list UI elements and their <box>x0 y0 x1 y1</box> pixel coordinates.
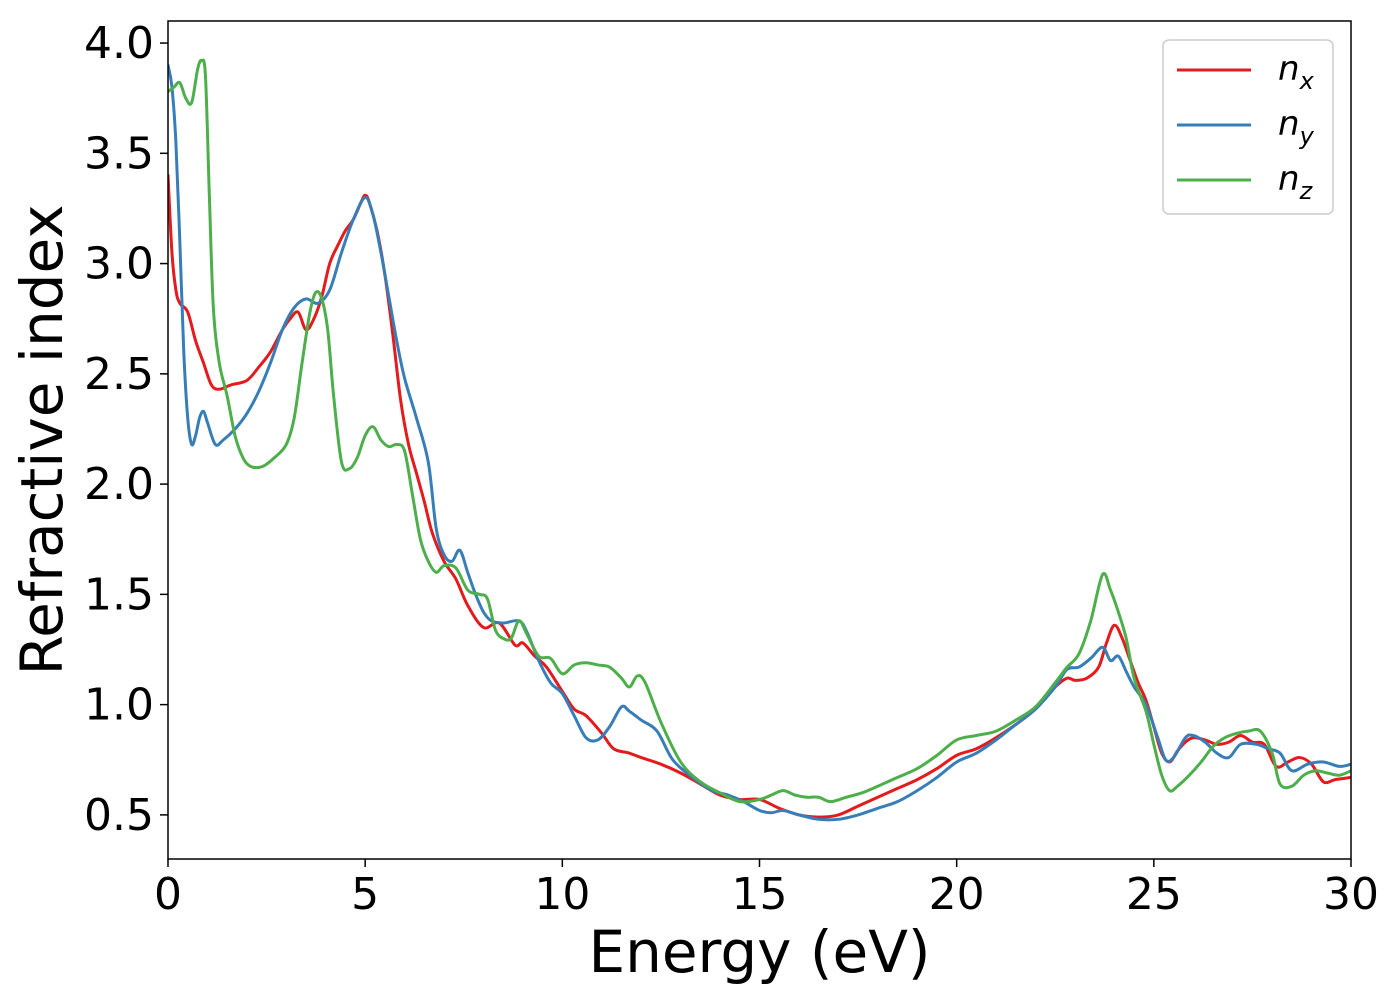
legend-label-z: nz <box>1278 159 1314 205</box>
y-axis-label: Refractive index <box>8 204 76 675</box>
legend: nx ny nz <box>1162 39 1334 215</box>
y-tick-label: 0.5 <box>84 790 154 841</box>
x-tick-label: 5 <box>351 869 379 920</box>
x-axis-ticks: 0 5 10 15 20 25 30 <box>154 859 1379 920</box>
legend-label-y: ny <box>1278 104 1315 150</box>
x-tick-label: 15 <box>732 869 788 920</box>
y-tick-label: 1.5 <box>84 569 154 620</box>
y-tick-label: 2.0 <box>84 459 154 510</box>
legend-label-x: nx <box>1278 49 1315 95</box>
x-tick-label: 20 <box>929 869 985 920</box>
legend-box <box>1162 39 1334 215</box>
x-axis-label: Energy (eV) <box>588 918 930 986</box>
x-tick-label: 0 <box>154 869 182 920</box>
series-layer <box>168 58 1351 822</box>
series-line-n-z <box>168 58 1351 804</box>
y-tick-label: 4.0 <box>84 18 154 69</box>
y-tick-label: 2.5 <box>84 349 154 400</box>
y-tick-label: 3.0 <box>84 239 154 290</box>
series-line-n-y <box>168 63 1351 822</box>
y-tick-label: 3.5 <box>84 128 154 179</box>
x-tick-label: 10 <box>534 869 590 920</box>
x-tick-label: 25 <box>1126 869 1182 920</box>
y-axis-ticks: 0.5 1.0 1.5 2.0 2.5 3.0 3.5 4.0 <box>84 18 168 841</box>
x-tick-label: 30 <box>1323 869 1379 920</box>
y-tick-label: 1.0 <box>84 680 154 731</box>
